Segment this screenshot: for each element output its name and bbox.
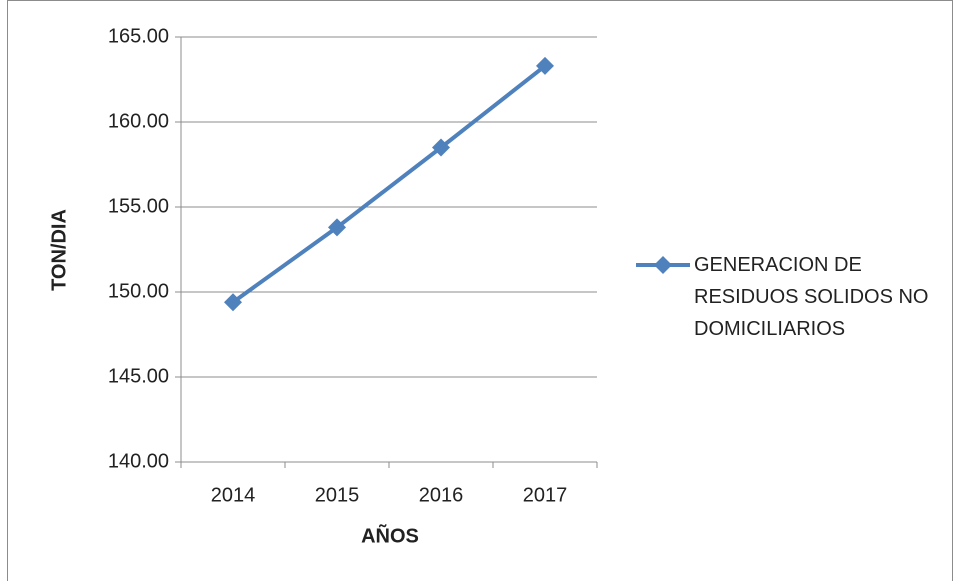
y-tick-label: 140.00 xyxy=(108,450,169,472)
y-tick-label: 150.00 xyxy=(108,280,169,302)
series-line xyxy=(231,64,547,304)
x-tick-label: 2017 xyxy=(523,484,568,506)
data-point xyxy=(224,293,242,312)
legend-marker xyxy=(654,256,672,274)
x-tick-label: 2014 xyxy=(211,484,256,506)
chart-frame xyxy=(7,0,953,581)
data-point xyxy=(536,56,554,75)
legend-entry: GENERACION DE RESIDUOS SOLIDOS NO DOMICI… xyxy=(694,254,929,340)
x-tick-label: 2016 xyxy=(419,484,464,506)
y-tick-label: 155.00 xyxy=(108,195,169,217)
data-point xyxy=(432,138,450,157)
x-axis-label: AÑOS xyxy=(361,524,419,547)
data-point xyxy=(328,218,346,237)
y-tick-label: 160.00 xyxy=(108,110,169,132)
y-tick-label: 145.00 xyxy=(108,365,169,387)
y-tick-label: 165.00 xyxy=(108,25,169,47)
legend-label: GENERACION DE RESIDUOS SOLIDOS NO DOMICI… xyxy=(694,254,929,340)
y-axis-label: TON/DIA xyxy=(48,209,70,291)
x-tick-label: 2015 xyxy=(315,484,360,506)
